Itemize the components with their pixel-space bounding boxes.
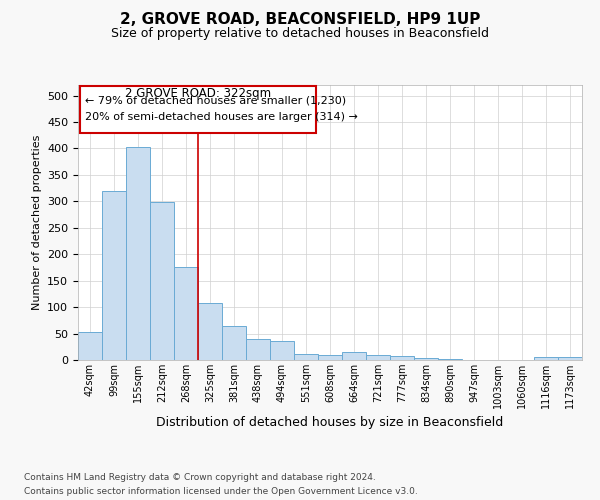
Text: 2, GROVE ROAD, BEACONSFIELD, HP9 1UP: 2, GROVE ROAD, BEACONSFIELD, HP9 1UP <box>120 12 480 28</box>
FancyBboxPatch shape <box>80 86 316 132</box>
Text: 20% of semi-detached houses are larger (314) →: 20% of semi-detached houses are larger (… <box>85 112 358 122</box>
Bar <box>534 358 558 360</box>
Bar <box>342 352 366 360</box>
Bar <box>438 359 462 360</box>
Text: Contains HM Land Registry data © Crown copyright and database right 2024.: Contains HM Land Registry data © Crown c… <box>24 472 376 482</box>
Bar <box>246 339 270 360</box>
Bar <box>174 267 198 360</box>
Bar <box>222 326 246 360</box>
Bar <box>294 354 318 360</box>
Text: Contains public sector information licensed under the Open Government Licence v3: Contains public sector information licen… <box>24 488 418 496</box>
X-axis label: Distribution of detached houses by size in Beaconsfield: Distribution of detached houses by size … <box>157 416 503 430</box>
Bar <box>78 332 102 360</box>
Text: Size of property relative to detached houses in Beaconsfield: Size of property relative to detached ho… <box>111 28 489 40</box>
Bar <box>198 303 222 360</box>
Y-axis label: Number of detached properties: Number of detached properties <box>32 135 41 310</box>
Bar <box>126 148 150 360</box>
Bar <box>318 355 342 360</box>
Bar <box>102 191 126 360</box>
Bar <box>558 357 582 360</box>
Text: 2 GROVE ROAD: 322sqm: 2 GROVE ROAD: 322sqm <box>125 87 271 100</box>
Text: ← 79% of detached houses are smaller (1,230): ← 79% of detached houses are smaller (1,… <box>85 96 346 106</box>
Bar <box>366 355 390 360</box>
Bar <box>390 356 414 360</box>
Bar <box>270 341 294 360</box>
Bar <box>414 358 438 360</box>
Bar <box>150 202 174 360</box>
